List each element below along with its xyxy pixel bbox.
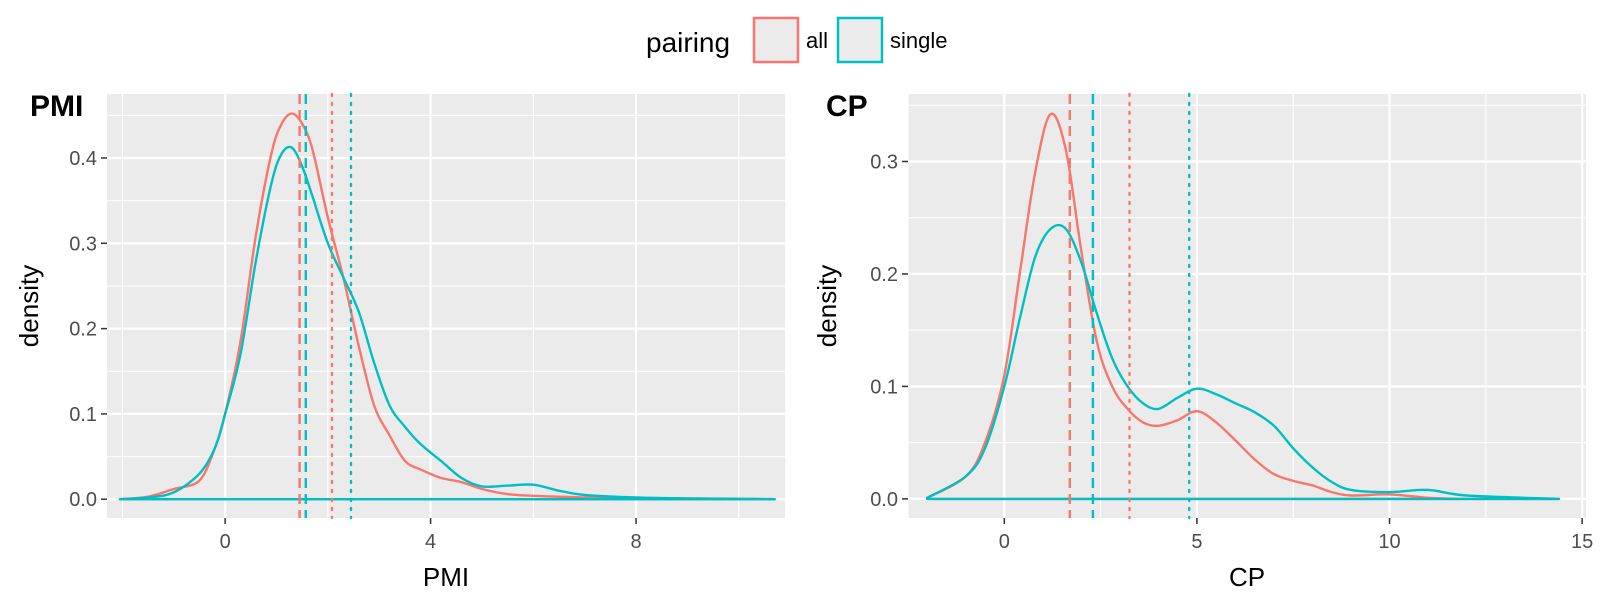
x-tick-label: 8 — [630, 531, 641, 553]
x-tick-label: 0 — [220, 531, 231, 553]
y-tick-label: 0.2 — [870, 264, 898, 286]
density-line-all — [926, 112, 1561, 501]
y-tick-label: 0.0 — [69, 489, 97, 511]
y-axis-title: density — [812, 265, 842, 347]
plot-background — [908, 94, 1586, 518]
y-axis-title: density — [14, 265, 44, 347]
legend-title: pairing — [646, 27, 730, 58]
legend-label-all: all — [806, 28, 828, 53]
x-tick-label: 4 — [425, 531, 436, 553]
x-axis-title: CP — [1229, 562, 1265, 592]
legend-key-single — [836, 16, 884, 64]
y-tick-label: 0.1 — [870, 376, 898, 398]
y-tick-label: 0.4 — [69, 148, 97, 170]
x-axis-title: PMI — [423, 562, 469, 592]
y-tick-label: 0.0 — [870, 489, 898, 511]
x-tick-label: 10 — [1378, 531, 1400, 553]
legend-label-single: single — [890, 28, 947, 53]
legend: pairing all single — [646, 16, 947, 64]
cp-density-panel: CP 0.0 0.1 0.2 0.3 0 5 10 15 CP density — [812, 90, 1593, 592]
x-tick-label: 15 — [1571, 531, 1593, 553]
x-tick-label: 0 — [999, 531, 1010, 553]
y-tick-label: 0.2 — [69, 319, 97, 341]
panel-tag: PMI — [30, 90, 83, 123]
x-tick-label: 5 — [1191, 531, 1202, 553]
density-line-single — [926, 223, 1561, 501]
plot-background — [107, 94, 785, 518]
y-tick-label: 0.1 — [69, 404, 97, 426]
panel-tag: CP — [826, 90, 868, 123]
y-tick-label: 0.3 — [870, 151, 898, 173]
legend-key-all — [752, 16, 800, 64]
y-tick-label: 0.3 — [69, 233, 97, 255]
pmi-density-panel: PMI 0.0 0.1 0.2 0.3 0.4 0 4 8 PMI density — [14, 90, 785, 592]
